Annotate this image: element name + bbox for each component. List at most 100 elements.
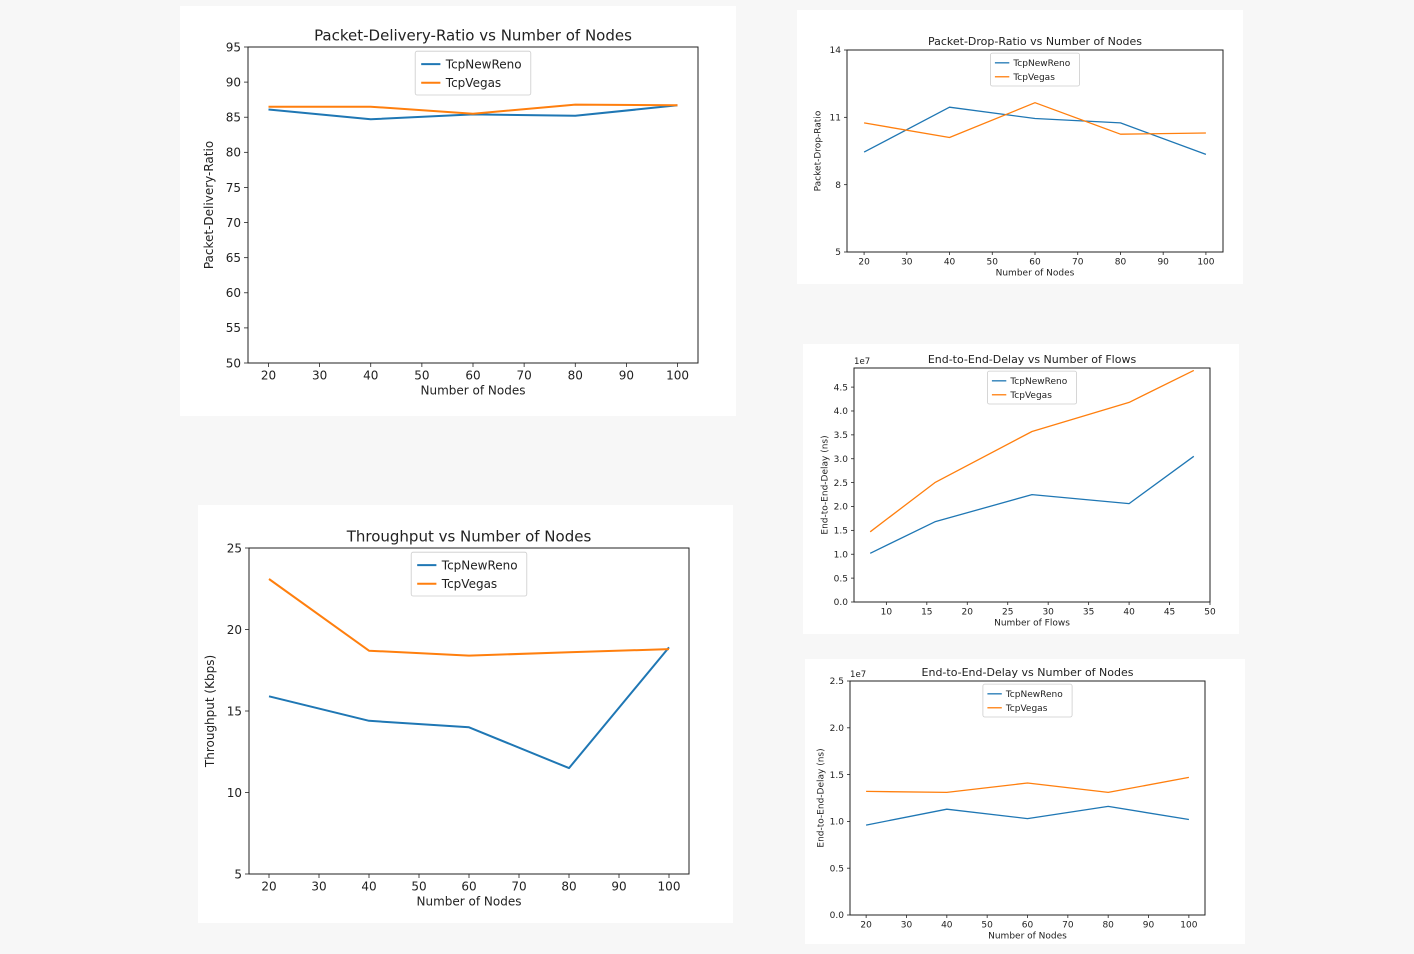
x-tick-label: 60 [465, 369, 480, 383]
y-axis-label: End-to-End-Delay (ns) [817, 748, 827, 847]
x-tick-label: 20 [860, 920, 872, 930]
y-tick-label: 11 [830, 114, 841, 124]
x-tick-label: 80 [1115, 257, 1127, 267]
legend-label: TcpVegas [1012, 73, 1055, 83]
x-tick-label: 30 [311, 880, 326, 894]
series-line-tcpvegas [268, 578, 670, 657]
y-tick-label: 65 [226, 251, 241, 265]
legend-label: TcpNewReno [1009, 377, 1067, 387]
legend: TcpNewReno TcpVegas [414, 50, 532, 96]
y-tick-label: 50 [226, 356, 241, 370]
x-tick-label: 50 [981, 920, 993, 930]
x-tick-label: 30 [312, 369, 327, 383]
x-tick-label: 100 [658, 880, 681, 894]
x-tick-label: 20 [261, 369, 276, 383]
plot-frame [853, 367, 1211, 603]
y-tick-label: 2.5 [834, 479, 848, 489]
x-tick-label: 50 [1204, 607, 1216, 617]
x-tick-label: 20 [261, 880, 276, 894]
chart-title: End-to-End-Delay vs Number of Nodes [922, 666, 1134, 679]
x-tick-label: 70 [1072, 257, 1084, 267]
x-tick-label: 70 [516, 369, 531, 383]
y-tick-label: 4.0 [834, 407, 849, 417]
y-tick-label: 4.5 [834, 383, 848, 393]
legend: TcpNewReno TcpVegas [982, 683, 1073, 718]
x-tick-label: 40 [941, 920, 953, 930]
x-tick-label: 100 [666, 369, 689, 383]
y-tick-label: 5 [234, 867, 242, 881]
x-axis-label: Number of Flows [994, 619, 1070, 629]
pdr-chart: Packet-Delivery-Ratio vs Number of Nodes… [202, 26, 699, 398]
legend-label: TcpNewReno [441, 558, 518, 572]
legend: TcpNewReno TcpVegas [989, 52, 1080, 87]
y-tick-label: 55 [226, 321, 241, 335]
x-axis-label: Number of Nodes [417, 895, 522, 909]
pdrop-chart-panel: Packet-Drop-Ratio vs Number of Nodes 20 30… [797, 10, 1243, 284]
e2e-flows-chart: End-to-End-Delay vs Number of Flows 10 15 2… [821, 353, 1216, 629]
legend-box [982, 683, 1073, 718]
x-tick-label: 70 [1062, 920, 1074, 930]
chart-title: Packet-Drop-Ratio vs Number of Nodes [928, 35, 1142, 48]
x-tick-label: 80 [1102, 920, 1114, 930]
y-tick-label: 8 [835, 181, 841, 191]
y-tick-label: 10 [227, 786, 242, 800]
x-tick-label: 50 [987, 257, 999, 267]
plot-frame [247, 46, 699, 364]
x-tick-label: 90 [611, 880, 626, 894]
x-tick-label: 60 [461, 880, 476, 894]
x-tick-label: 30 [901, 257, 913, 267]
y-axis-label: Packet-Delivery-Ratio [202, 141, 216, 269]
x-tick-label: 20 [962, 607, 974, 617]
legend-label: TcpNewReno [1012, 59, 1070, 69]
y-axis-label: Packet-Drop-Ratio [814, 110, 824, 191]
x-tick-label: 45 [1164, 607, 1175, 617]
series-line-tcpvegas [863, 102, 1206, 139]
e2e-nodes-chart-panel: End-to-End-Delay vs Number of Nodes 20 30 4… [805, 659, 1245, 944]
pdr-chart-panel: Packet-Delivery-Ratio vs Number of Nodes… [180, 6, 736, 416]
y-tick-label: 60 [226, 286, 241, 300]
series-line-tcpvegas [268, 103, 678, 115]
y-axis-label: Throughput (Kbps) [203, 655, 217, 768]
y-tick-label: 1.0 [830, 818, 845, 828]
x-tick-label: 35 [1083, 607, 1094, 617]
y-axis-label: End-to-End-Delay (ns) [821, 435, 831, 534]
legend-box [414, 50, 532, 96]
x-tick-label: 90 [1157, 257, 1169, 267]
x-tick-label: 80 [568, 369, 583, 383]
x-tick-label: 60 [1029, 257, 1041, 267]
throughput-chart: Throughput vs Number of Nodes 20 30 40 50 60 7… [203, 527, 690, 909]
legend: TcpNewReno TcpVegas [986, 370, 1077, 405]
chart-title: End-to-End-Delay vs Number of Flows [928, 353, 1137, 366]
y-tick-label: 5 [835, 248, 841, 258]
e2e-nodes-chart: End-to-End-Delay vs Number of Nodes 20 30 4… [817, 666, 1206, 942]
y-tick-label: 0.0 [834, 598, 849, 608]
y-tick-label: 70 [226, 216, 241, 230]
axis-offset-label: 1e7 [850, 670, 866, 680]
series-line-tcpvegas [866, 776, 1190, 794]
y-tick-label: 25 [227, 541, 242, 555]
x-tick-label: 40 [944, 257, 956, 267]
chart-title: Packet-Delivery-Ratio vs Number of Nodes [314, 26, 632, 44]
x-tick-label: 80 [561, 880, 576, 894]
y-tick-label: 2.0 [834, 503, 849, 513]
x-tick-label: 60 [1022, 920, 1034, 930]
y-tick-label: 20 [227, 623, 242, 637]
x-tick-label: 10 [881, 607, 893, 617]
x-tick-label: 50 [411, 880, 426, 894]
y-tick-label: 1.0 [834, 550, 849, 560]
x-tick-label: 70 [511, 880, 526, 894]
x-axis-label: Number of Nodes [996, 269, 1075, 279]
legend: TcpNewReno TcpVegas [410, 551, 528, 597]
series-line-tcpnewreno [863, 106, 1207, 156]
legend-box [989, 52, 1080, 87]
y-tick-label: 14 [830, 46, 842, 56]
x-tick-label: 100 [1180, 920, 1197, 930]
x-tick-label: 100 [1197, 257, 1214, 267]
x-tick-label: 90 [619, 369, 634, 383]
e2e-flows-chart-panel: End-to-End-Delay vs Number of Flows 10 15 2… [803, 344, 1239, 634]
x-tick-label: 25 [1002, 607, 1013, 617]
y-tick-label: 80 [226, 146, 241, 160]
legend-label: TcpVegas [1005, 704, 1048, 714]
y-tick-label: 0.0 [830, 911, 845, 921]
y-tick-label: 95 [226, 40, 241, 54]
